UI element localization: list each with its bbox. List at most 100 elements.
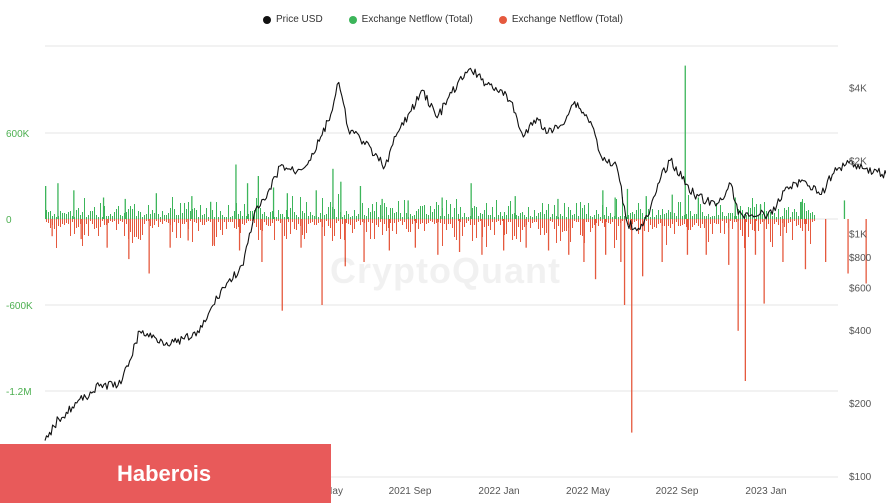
netflow-bar-minor xyxy=(396,219,397,234)
netflow-bar-minor xyxy=(564,203,565,219)
netflow-bar-minor xyxy=(406,219,407,229)
netflow-bar-minor xyxy=(210,219,211,222)
netflow-bar-minor xyxy=(54,214,55,219)
netflow-bar-minor xyxy=(64,219,65,225)
netflow-bar-minor xyxy=(66,214,67,219)
netflow-bar-minor xyxy=(178,219,179,223)
netflow-bar-minor xyxy=(318,219,319,223)
netflow-bar-minor xyxy=(488,219,489,226)
netflow-bar-minor xyxy=(530,216,531,219)
netflow-bar-minor xyxy=(636,219,637,221)
netflow-bar-minor xyxy=(238,214,239,219)
netflow-bar-minor xyxy=(654,219,655,227)
netflow-bar-minor xyxy=(814,219,815,221)
netflow-bar-minor xyxy=(602,219,603,223)
netflow-bar-minor xyxy=(118,206,119,219)
netflow-bar-minor xyxy=(456,219,457,240)
netflow-bar-minor xyxy=(220,211,221,219)
netflow-bar-minor xyxy=(790,217,791,219)
netflow-bar-minor xyxy=(590,216,591,219)
netflow-bar-minor xyxy=(158,214,159,219)
netflow-bar-minor xyxy=(110,214,111,219)
netflow-bar-minor xyxy=(170,208,171,219)
netflow-bar-outflow xyxy=(344,219,346,267)
netflow-bar-inflow xyxy=(332,168,334,219)
netflow-bar-minor xyxy=(412,219,413,224)
netflow-bar-minor xyxy=(706,216,707,219)
netflow-bar-minor xyxy=(86,219,87,224)
legend-item-inflow[interactable]: Exchange Netflow (Total) xyxy=(348,14,473,25)
netflow-bar-minor xyxy=(74,219,75,234)
netflow-bar-minor xyxy=(138,219,139,239)
netflow-bar-minor xyxy=(166,215,167,219)
netflow-bar-minor xyxy=(714,216,715,219)
netflow-bar-minor xyxy=(592,217,593,219)
right-tick-label: $4K xyxy=(849,84,867,95)
netflow-bar-minor xyxy=(662,209,663,219)
netflow-bar-minor xyxy=(452,219,453,228)
netflow-bar-minor xyxy=(762,214,763,219)
netflow-bar-minor xyxy=(358,214,359,219)
netflow-bar-minor xyxy=(460,219,461,222)
netflow-bar-minor xyxy=(370,212,371,219)
netflow-bar-minor xyxy=(534,219,535,222)
netflow-bar-minor xyxy=(760,219,761,224)
netflow-bar-minor xyxy=(648,209,649,219)
netflow-bar-minor xyxy=(90,211,91,219)
netflow-bar-minor xyxy=(462,219,463,236)
legend-item-price[interactable]: Price USD xyxy=(262,14,323,25)
netflow-bar-minor xyxy=(84,198,85,219)
netflow-bar-minor xyxy=(546,219,547,233)
netflow-bar-minor xyxy=(154,219,155,225)
netflow-bar-outflow xyxy=(583,219,585,262)
netflow-bar-minor xyxy=(658,219,659,224)
netflow-bar-inflow xyxy=(441,197,443,219)
netflow-bar-minor xyxy=(196,210,197,219)
netflow-bar-outflow xyxy=(437,219,439,255)
netflow-bar-outflow xyxy=(547,219,550,251)
netflow-bar-outflow xyxy=(300,219,302,248)
netflow-bar-inflow xyxy=(407,200,409,219)
netflow-bar-minor xyxy=(496,200,497,219)
netflow-bar-minor xyxy=(498,219,499,221)
netflow-bar-minor xyxy=(484,219,485,227)
netflow-bar-minor xyxy=(82,219,83,246)
netflow-bar-minor xyxy=(328,207,329,219)
netflow-bar-inflow xyxy=(801,201,803,219)
netflow-bar-minor xyxy=(220,219,221,230)
netflow-bar-minor xyxy=(660,215,661,219)
netflow-bar-minor xyxy=(634,214,635,219)
netflow-bar-inflow xyxy=(645,196,647,219)
legend-item-outflow[interactable]: Exchange Netflow (Total) xyxy=(498,14,623,25)
netflow-bar-minor xyxy=(124,219,125,236)
right-tick-label: $400 xyxy=(849,326,872,337)
netflow-bar-minor xyxy=(668,210,669,219)
netflow-bar-minor xyxy=(572,219,573,228)
netflow-bar-minor xyxy=(718,215,719,219)
netflow-bar-minor xyxy=(104,219,105,225)
netflow-bar-minor xyxy=(46,210,47,219)
netflow-bar-minor xyxy=(404,219,405,222)
netflow-bar-minor xyxy=(702,212,703,219)
netflow-bar-outflow xyxy=(847,219,849,274)
netflow-bar-minor xyxy=(348,219,349,224)
netflow-bar-minor xyxy=(506,215,507,219)
netflow-bar-minor xyxy=(766,219,767,229)
netflow-bar-minor xyxy=(540,219,541,235)
netflow-bar-minor xyxy=(814,215,815,219)
netflow-bar-minor xyxy=(516,215,517,219)
netflow-bar-minor xyxy=(226,219,227,229)
netflow-bar-minor xyxy=(232,219,233,222)
netflow-bar-minor xyxy=(584,205,585,219)
netflow-bar-minor xyxy=(802,199,803,219)
netflow-bar-minor xyxy=(254,219,255,223)
netflow-bar-minor xyxy=(454,219,455,237)
netflow-bar-outflow xyxy=(744,219,746,381)
netflow-bar-minor xyxy=(58,219,59,226)
netflow-bar-minor xyxy=(272,219,273,223)
netflow-bar-minor xyxy=(436,202,437,219)
netflow-bar-minor xyxy=(240,211,241,219)
netflow-bar-minor xyxy=(52,216,53,219)
netflow-bar-minor xyxy=(166,219,167,222)
netflow-bar-minor xyxy=(694,214,695,219)
